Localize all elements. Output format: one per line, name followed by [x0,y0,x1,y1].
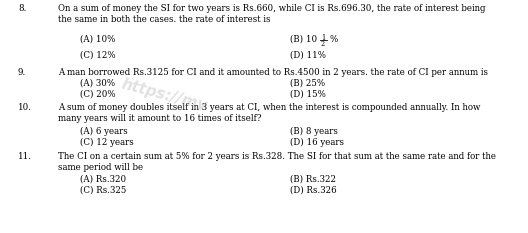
Text: (B) 10: (B) 10 [290,35,317,44]
Text: A man borrowed Rs.3125 for CI and it amounted to Rs.4500 in 2 years. the rate of: A man borrowed Rs.3125 for CI and it amo… [58,68,488,77]
Text: %: % [329,35,337,44]
Text: (A) 10%: (A) 10% [80,35,116,44]
Text: (C) 12%: (C) 12% [80,51,116,60]
Text: (C) Rs.325: (C) Rs.325 [80,186,126,195]
Text: (D) 16 years: (D) 16 years [290,138,344,147]
Text: (B) Rs.322: (B) Rs.322 [290,175,336,184]
Text: (D) Rs.326: (D) Rs.326 [290,186,337,195]
Text: many years will it amount to 16 times of itself?: many years will it amount to 16 times of… [58,114,261,123]
Text: A sum of money doubles itself in 3 years at CI, when the interest is compounded : A sum of money doubles itself in 3 years… [58,103,480,112]
Text: 2: 2 [321,40,325,48]
Text: 11.: 11. [18,152,32,161]
Text: (A) 30%: (A) 30% [80,79,115,88]
Text: the same in both the cases. the rate of interest is: the same in both the cases. the rate of … [58,15,270,24]
Text: (D) 15%: (D) 15% [290,90,326,99]
Text: (D) 11%: (D) 11% [290,51,326,60]
Text: (A) 6 years: (A) 6 years [80,127,128,136]
Text: (C) 12 years: (C) 12 years [80,138,134,147]
Text: same period will be: same period will be [58,163,143,172]
Text: 10.: 10. [18,103,32,112]
Text: The CI on a certain sum at 5% for 2 years is Rs.328. The SI for that sum at the : The CI on a certain sum at 5% for 2 year… [58,152,496,161]
Text: On a sum of money the SI for two years is Rs.660, while CI is Rs.696.30, the rat: On a sum of money the SI for two years i… [58,4,486,13]
Text: (B) 25%: (B) 25% [290,79,325,88]
Text: (B) 8 years: (B) 8 years [290,127,338,136]
Text: (A) Rs.320: (A) Rs.320 [80,175,126,184]
Text: 1: 1 [321,34,325,42]
Text: (C) 20%: (C) 20% [80,90,116,99]
Text: 8.: 8. [18,4,26,13]
Text: 9.: 9. [18,68,26,77]
Text: https://mv: https://mv [120,76,210,114]
